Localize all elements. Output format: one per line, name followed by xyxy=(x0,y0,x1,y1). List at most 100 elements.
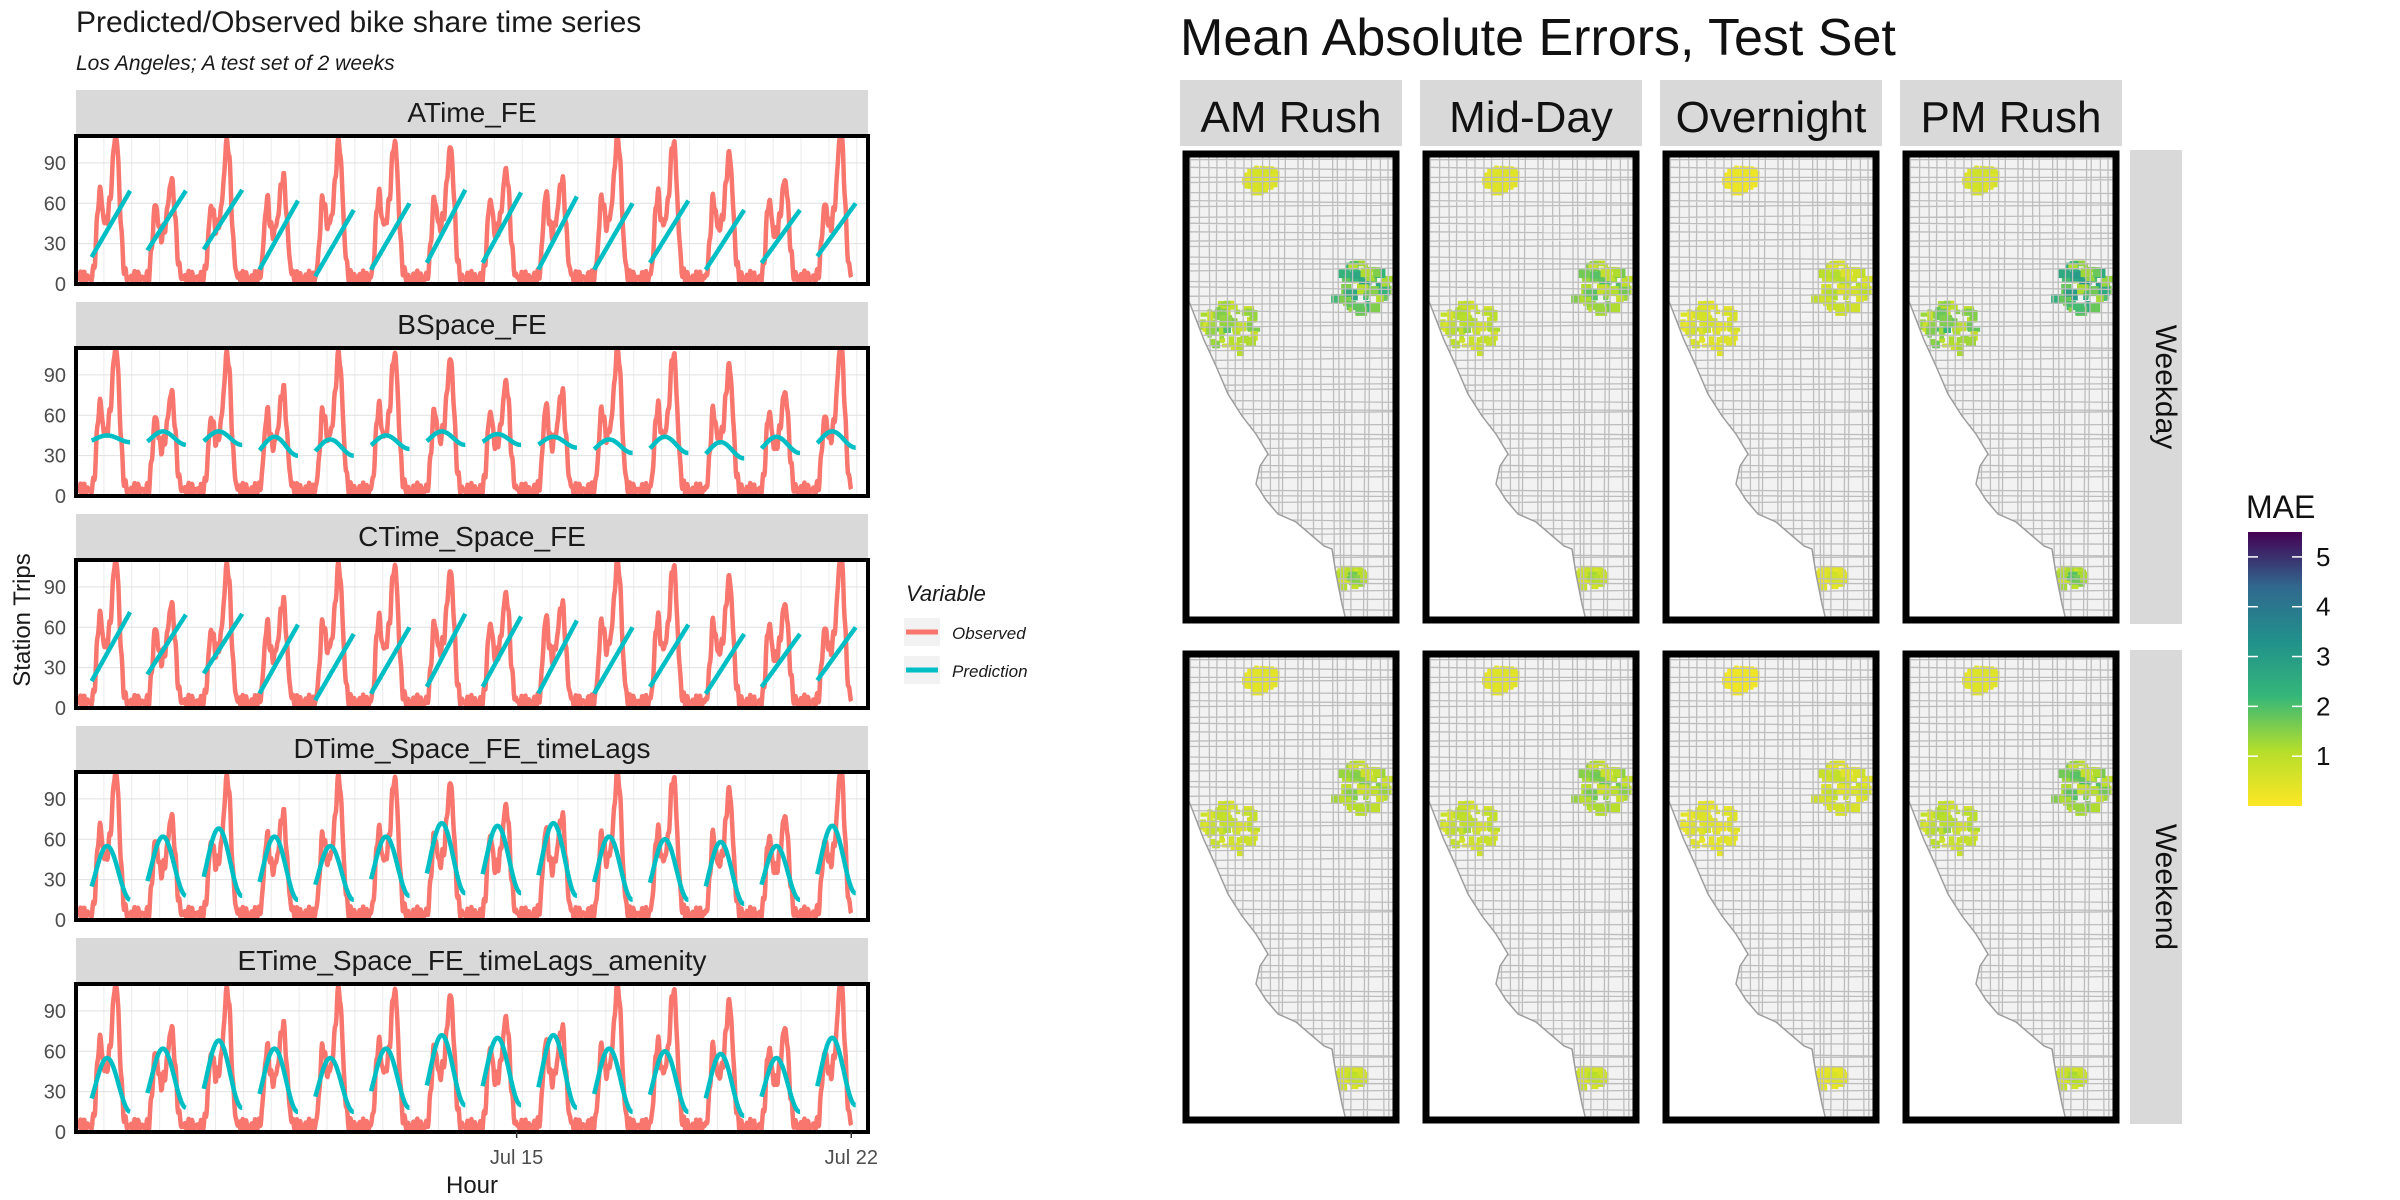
hot-tract xyxy=(2098,286,2110,296)
hot-tract xyxy=(1619,292,1630,300)
coastline xyxy=(1665,153,1877,621)
facet-4: DTime_Space_FE_timeLags 0 30 60 90 xyxy=(44,726,870,932)
hot-tract xyxy=(2070,575,2080,585)
hot-tract xyxy=(1355,802,1365,815)
facet-frame xyxy=(74,770,870,922)
y-tick-label: 0 xyxy=(55,698,66,720)
hot-tract xyxy=(1501,166,1515,176)
hot-tract xyxy=(1981,166,1995,176)
hot-tract xyxy=(1472,327,1481,333)
hot-tract xyxy=(1844,301,1851,313)
hot-tract xyxy=(1250,331,1258,341)
hot-tract xyxy=(1856,794,1864,803)
hot-tract xyxy=(1820,565,1826,570)
hot-tract xyxy=(1459,315,1473,327)
hot-tract xyxy=(1368,786,1379,797)
coastline xyxy=(1185,653,1397,1121)
hot-tract xyxy=(1967,827,1981,832)
hot-tract xyxy=(1257,678,1265,688)
hot-tract xyxy=(1946,804,1958,810)
hot-tract xyxy=(1571,294,1583,304)
hot-tract xyxy=(1926,825,1938,836)
hot-tract xyxy=(1686,325,1698,336)
hot-tract xyxy=(1831,1080,1839,1090)
x-tick-label: Jul 15 xyxy=(490,1147,543,1169)
land xyxy=(1666,654,1876,1120)
hot-tract xyxy=(1618,286,1630,296)
hot-tract xyxy=(1232,321,1239,328)
hot-tract xyxy=(1219,333,1224,339)
hot-tract xyxy=(1608,786,1619,797)
mae-tick-label: 1 xyxy=(2316,741,2330,771)
hot-tract xyxy=(1459,833,1464,839)
hot-tract xyxy=(1219,838,1226,843)
hot-tract xyxy=(1232,830,1241,835)
hot-tract xyxy=(1219,315,1233,327)
hot-tract xyxy=(1858,786,1870,796)
hot-tract xyxy=(1586,1065,1595,1075)
hot-tract xyxy=(1859,292,1870,300)
hot-tract xyxy=(1476,837,1487,844)
hot-tract xyxy=(2093,270,2101,278)
hot-tract xyxy=(2051,294,2063,304)
hot-tract xyxy=(1730,831,1738,841)
hot-tract xyxy=(1848,786,1859,797)
map-frame xyxy=(1662,650,1880,1124)
hot-tract xyxy=(1712,321,1719,328)
hot-tract xyxy=(1828,807,1833,812)
hot-tract xyxy=(1588,807,1593,812)
hot-tract xyxy=(1346,801,1356,811)
hot-tract xyxy=(2060,565,2066,570)
hot-tract xyxy=(1716,837,1727,844)
hot-tract xyxy=(1604,801,1611,813)
hot-tract xyxy=(1247,827,1261,832)
hot-tract xyxy=(1595,802,1605,815)
prediction-series xyxy=(89,429,858,461)
hot-tract xyxy=(1726,808,1734,816)
hot-tract xyxy=(1699,833,1704,839)
hot-tract xyxy=(1698,327,1706,335)
hot-tract xyxy=(1934,808,1947,820)
hot-tract xyxy=(1331,794,1343,804)
hot-tract xyxy=(1687,319,1697,327)
y-tick-label: 60 xyxy=(44,1041,66,1063)
hot-tract xyxy=(1336,572,1348,579)
hot-tract xyxy=(1446,825,1458,836)
hot-tract xyxy=(1340,565,1346,570)
hot-tract xyxy=(1591,1080,1599,1090)
mae-map-title: Mean Absolute Errors, Test Set xyxy=(1180,9,1896,67)
prediction-series xyxy=(89,820,858,907)
hot-tract xyxy=(1595,1071,1607,1082)
hot-tract xyxy=(1608,286,1619,297)
hot-tract xyxy=(1440,312,1448,317)
hot-tract xyxy=(1816,572,1828,579)
hot-tract xyxy=(1966,308,1974,316)
hot-tract xyxy=(1952,321,1959,328)
hot-tract xyxy=(1497,678,1505,688)
hot-tract xyxy=(2096,294,2104,303)
column-strip-bg xyxy=(1420,80,1642,146)
hot-tract xyxy=(1247,327,1261,332)
hot-tract xyxy=(1236,837,1247,844)
y-axis-title: Station Trips xyxy=(9,553,36,686)
hot-tract xyxy=(2099,292,2110,300)
hot-tract xyxy=(2100,779,2110,790)
hot-tract xyxy=(1229,300,1235,307)
hot-tract xyxy=(1472,321,1479,328)
hot-tract xyxy=(1245,836,1256,847)
hot-tract xyxy=(1485,336,1496,347)
hot-tract xyxy=(1850,802,1861,814)
hot-tract xyxy=(1835,571,1847,582)
hot-tract xyxy=(1725,836,1736,847)
land xyxy=(1426,154,1636,620)
hot-tract xyxy=(1930,838,1937,845)
hot-tract xyxy=(1232,330,1241,335)
hot-tract xyxy=(1597,284,1609,296)
hot-tract xyxy=(1485,836,1496,847)
hot-tract xyxy=(1725,336,1736,347)
facet-strip xyxy=(76,938,868,982)
mae-tick-label: 2 xyxy=(2316,691,2330,721)
hot-tract xyxy=(1590,575,1600,585)
hot-tract xyxy=(1946,304,1958,310)
hot-tract xyxy=(1346,1065,1355,1075)
